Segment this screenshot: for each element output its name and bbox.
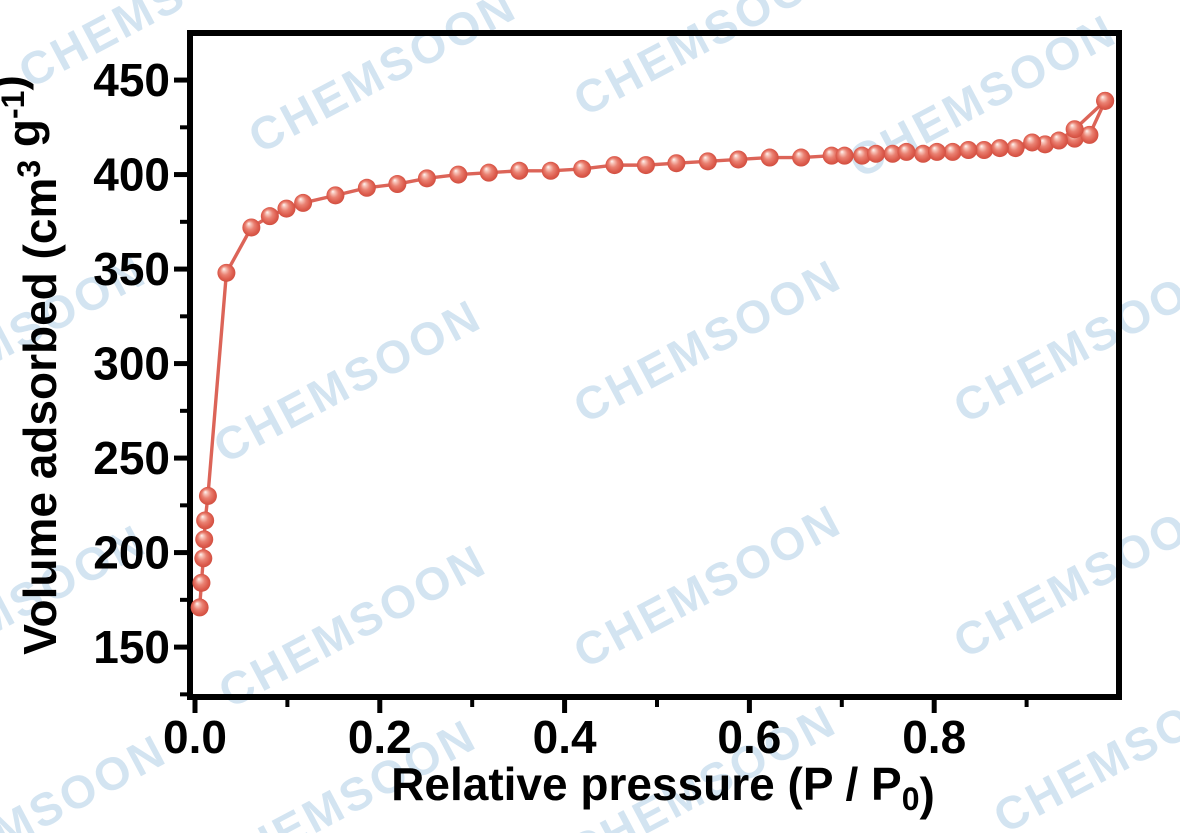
adsorption-data-point-marker	[1006, 139, 1025, 158]
adsorption-data-point-marker	[573, 159, 592, 178]
y-tick-label: 250	[93, 432, 170, 484]
desorption-data-point-marker	[1049, 131, 1068, 150]
x-tick-label: 0.2	[348, 711, 412, 763]
adsorption-data-point-marker	[277, 199, 296, 218]
desorption-data-point-marker	[1023, 133, 1042, 152]
adsorption-data-point-marker	[636, 156, 655, 175]
adsorption-data-point-marker	[388, 175, 407, 194]
adsorption-data-point-marker	[510, 161, 529, 180]
x-tick-label: 0.8	[902, 711, 966, 763]
adsorption-data-point-marker	[605, 156, 624, 175]
adsorption-data-point-marker	[260, 207, 279, 226]
desorption-data-point-marker	[927, 142, 946, 161]
y-tick-label: 200	[93, 527, 170, 579]
adsorption-data-point-marker	[667, 154, 686, 173]
watermark-text: CHEMSOON	[565, 249, 850, 433]
adsorption-data-point-marker	[883, 144, 902, 163]
desorption-data-point-marker	[959, 140, 978, 159]
desorption-data-point-marker	[897, 142, 916, 161]
adsorption-data-point-marker	[195, 530, 214, 549]
desorption-data-point-marker	[990, 139, 1009, 158]
y-tick-label: 350	[93, 243, 170, 295]
adsorption-data-point-marker	[479, 163, 498, 182]
adsorption-data-point-marker	[975, 140, 994, 159]
adsorption-data-point-marker	[853, 146, 872, 165]
x-tick-label: 0.0	[163, 711, 227, 763]
watermark-text: CHEMSOON	[210, 534, 495, 718]
x-tick-label: 0.6	[717, 711, 781, 763]
y-tick-label: 150	[93, 621, 170, 673]
adsorption-data-point-marker	[822, 146, 841, 165]
adsorption-data-point-marker	[190, 598, 209, 617]
watermark-text: CHEMSOON	[0, 724, 175, 833]
adsorption-data-point-marker	[449, 165, 468, 184]
x-axis-title: Relative pressure (P / P0)	[391, 758, 935, 820]
adsorption-data-point-marker	[217, 263, 236, 282]
desorption-data-point-marker	[1096, 91, 1115, 110]
watermark-text: CHEMSOON	[565, 0, 850, 126]
adsorption-data-point-marker	[357, 178, 376, 197]
watermark-text: CHEMSOON	[205, 289, 490, 473]
desorption-data-point-marker	[866, 144, 885, 163]
adsorption-data-point-marker	[792, 148, 811, 167]
watermark-text: CHEMSOON	[565, 494, 850, 678]
watermark-text: CHEMSOON	[240, 0, 525, 163]
adsorption-data-point-marker	[698, 152, 717, 171]
adsorption-data-point-marker	[914, 144, 933, 163]
axes-layer: 0.0 0.2 0.4 0.6 0.8 150 200 250 300 350 400 450 Rela…	[0, 30, 1122, 820]
x-tick-label: 0.4	[533, 711, 597, 763]
desorption-data-point-marker	[835, 146, 854, 165]
adsorption-data-point-marker	[242, 218, 261, 237]
adsorption-data-point-marker	[196, 511, 215, 530]
watermark-text: CHEMSOON	[945, 484, 1180, 668]
adsorption-data-point-marker	[943, 142, 962, 161]
adsorption-data-point-marker	[194, 549, 213, 568]
adsorption-data-point-marker	[729, 150, 748, 169]
y-tick-label: 400	[93, 149, 170, 201]
data-series-layer	[190, 91, 1115, 617]
desorption-data-point-marker	[1065, 120, 1084, 139]
watermark-text: CHEMSOON	[945, 249, 1180, 433]
adsorption-data-point-marker	[326, 186, 345, 205]
adsorption-data-point-marker	[541, 161, 560, 180]
adsorption-data-point-marker	[192, 573, 211, 592]
adsorption-data-point-marker	[294, 193, 313, 212]
y-axis-title: Volume adsorbed (cm3 g-1)	[0, 75, 66, 655]
y-tick-label: 300	[93, 338, 170, 390]
adsorption-data-point-marker	[417, 169, 436, 188]
adsorption-data-point-marker	[1080, 125, 1099, 144]
watermark-text: CHEMSOON	[985, 659, 1180, 833]
y-tick-label: 450	[93, 54, 170, 106]
adsorption-data-point-marker	[198, 486, 217, 505]
adsorption-data-point-marker	[760, 148, 779, 167]
